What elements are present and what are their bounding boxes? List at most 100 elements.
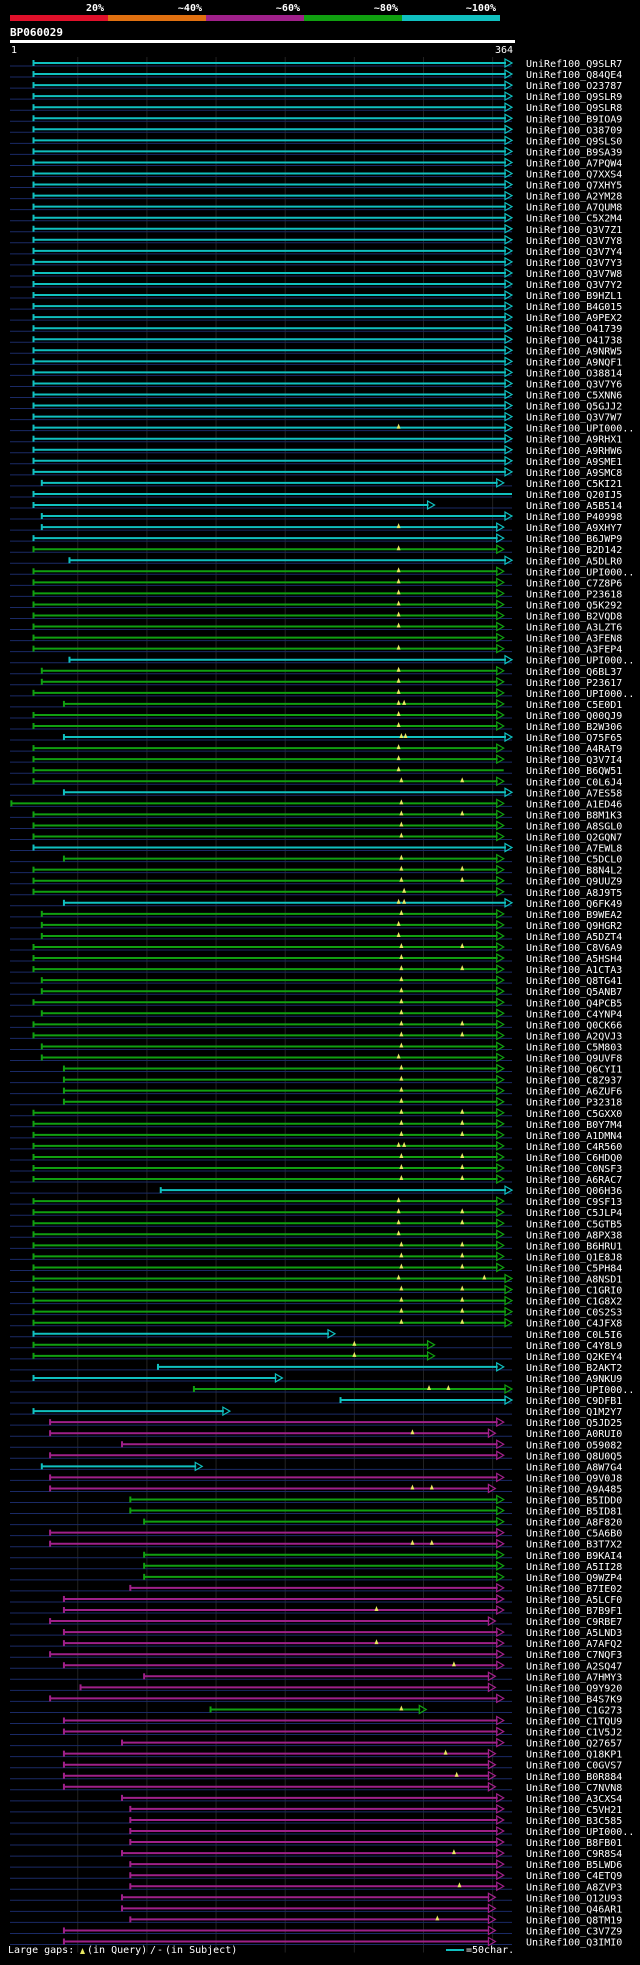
hit-label[interactable]: UniRef100_Q5K292 xyxy=(526,600,622,611)
hit-label[interactable]: UniRef100_C8Z937 xyxy=(526,1076,622,1087)
hit-label[interactable]: UniRef100_C6HDQ0 xyxy=(526,1153,622,1164)
hit-label[interactable]: UniRef100_B6JWP9 xyxy=(526,534,622,545)
hit-label[interactable]: UniRef100_A3CXS4 xyxy=(526,1794,622,1805)
hit-label[interactable]: UniRef100_Q9SLR8 xyxy=(526,103,622,114)
hit-label[interactable]: UniRef100_Q3V7Y2 xyxy=(526,280,622,291)
hit-label[interactable]: UniRef100_Q1M2Y7 xyxy=(526,1407,622,1418)
hit-label[interactable]: UniRef100_A8J9T5 xyxy=(526,888,622,899)
hit-label[interactable]: UniRef100_A0RUI0 xyxy=(526,1429,622,1440)
hit-label[interactable]: UniRef100_B5IDD0 xyxy=(526,1496,622,1507)
hit-label[interactable]: UniRef100_B4G015 xyxy=(526,302,622,313)
hit-label[interactable]: UniRef100_O41738 xyxy=(526,335,622,346)
hit-label[interactable]: UniRef100_B9WEA2 xyxy=(526,910,622,921)
hit-label[interactable]: UniRef100_O41739 xyxy=(526,324,622,335)
hit-label[interactable]: UniRef100_A9SMC8 xyxy=(526,468,622,479)
hit-label[interactable]: UniRef100_C5XNN6 xyxy=(526,391,622,402)
hit-label[interactable]: UniRef100_B2AKT2 xyxy=(526,1363,622,1374)
hit-label[interactable]: UniRef100_Q4PCB5 xyxy=(526,998,622,1009)
hit-label[interactable]: UniRef100_Q3V7Z1 xyxy=(526,225,622,236)
hit-label[interactable]: UniRef100_C0GVS7 xyxy=(526,1761,622,1772)
hit-label[interactable]: UniRef100_A9XHY7 xyxy=(526,523,622,534)
hit-label[interactable]: UniRef100_C9DFB1 xyxy=(526,1396,622,1407)
hit-label[interactable]: UniRef100_B2D142 xyxy=(526,545,622,556)
hit-label[interactable]: UniRef100_A3LZT6 xyxy=(526,623,622,634)
hit-label[interactable]: UniRef100_Q3V7W7 xyxy=(526,413,622,424)
hit-label[interactable]: UniRef100_Q5JD25 xyxy=(526,1418,622,1429)
hit-label[interactable]: UniRef100_C1G273 xyxy=(526,1705,622,1716)
hit-label[interactable]: UniRef100_A4RAT9 xyxy=(526,744,622,755)
hit-label[interactable]: UniRef100_A8W7G4 xyxy=(526,1462,622,1473)
hit-label[interactable]: UniRef100_C9R8S4 xyxy=(526,1849,622,1860)
hit-label[interactable]: UniRef100_Q0CK66 xyxy=(526,1020,622,1031)
hit-label[interactable]: UniRef100_A9NQF1 xyxy=(526,357,622,368)
hit-label[interactable]: UniRef100_A2QVJ3 xyxy=(526,1031,622,1042)
hit-label[interactable]: UniRef100_Q5ANB7 xyxy=(526,987,622,998)
hit-label[interactable]: UniRef100_B3T7X2 xyxy=(526,1540,622,1551)
hit-label[interactable]: UniRef100_A5LND3 xyxy=(526,1628,622,1639)
hit-label[interactable]: UniRef100_Q3V7Y8 xyxy=(526,236,622,247)
hit-label[interactable]: UniRef100_A2SQ47 xyxy=(526,1661,622,1672)
hit-label[interactable]: UniRef100_C5M803 xyxy=(526,1042,622,1053)
hit-label[interactable]: UniRef100_C3V7Z9 xyxy=(526,1926,622,1937)
hit-label[interactable]: UniRef100_C5KI21 xyxy=(526,479,622,490)
hit-label[interactable]: UniRef100_A7AFQ2 xyxy=(526,1639,622,1650)
hit-label[interactable]: UniRef100_Q18KP1 xyxy=(526,1750,622,1761)
hit-label[interactable]: UniRef100_P23617 xyxy=(526,678,622,689)
hit-label[interactable]: UniRef100_A3FEN8 xyxy=(526,634,622,645)
hit-label[interactable]: UniRef100_C4Y8L9 xyxy=(526,1341,622,1352)
hit-label[interactable]: UniRef100_C8V6A9 xyxy=(526,943,622,954)
hit-label[interactable]: UniRef100_Q5GJJ2 xyxy=(526,402,622,413)
hit-label[interactable]: UniRef100_Q9WZP4 xyxy=(526,1573,622,1584)
hit-label[interactable]: UniRef100_B2W306 xyxy=(526,722,622,733)
hit-label[interactable]: UniRef100_C5X2M4 xyxy=(526,214,622,225)
hit-label[interactable]: UniRef100_C7NQF3 xyxy=(526,1650,622,1661)
hit-label[interactable]: UniRef100_B6QW51 xyxy=(526,766,622,777)
hit-label[interactable]: UniRef100_O38709 xyxy=(526,125,622,136)
hit-label[interactable]: UniRef100_Q3V7Y4 xyxy=(526,247,622,258)
hit-label[interactable]: UniRef100_C9RBE7 xyxy=(526,1617,622,1628)
hit-label[interactable]: UniRef100_Q46AR1 xyxy=(526,1904,622,1915)
hit-label[interactable]: UniRef100_Q84QE4 xyxy=(526,70,622,81)
hit-label[interactable]: UniRef100_A6ZUF6 xyxy=(526,1087,622,1098)
hit-label[interactable]: UniRef100_P23618 xyxy=(526,589,622,600)
hit-label[interactable]: UniRef100_C5DCL0 xyxy=(526,855,622,866)
hit-label[interactable]: UniRef100_A5HSH4 xyxy=(526,954,622,965)
hit-label[interactable]: UniRef100_A8SGL0 xyxy=(526,821,622,832)
hit-label[interactable]: UniRef100_B5ID81 xyxy=(526,1507,622,1518)
hit-label[interactable]: UniRef100_A9RHX1 xyxy=(526,435,622,446)
hit-label[interactable]: UniRef100_Q3V7Y3 xyxy=(526,258,622,269)
hit-label[interactable]: UniRef100_A2YM28 xyxy=(526,192,622,203)
hit-label[interactable]: UniRef100_Q75F65 xyxy=(526,733,622,744)
hit-label[interactable]: UniRef100_Q12U93 xyxy=(526,1893,622,1904)
hit-label[interactable]: UniRef100_B9HZL1 xyxy=(526,291,622,302)
hit-label[interactable]: UniRef100_UPI000.. xyxy=(526,424,634,435)
hit-label[interactable]: UniRef100_B7IE02 xyxy=(526,1584,622,1595)
hit-label[interactable]: UniRef100_Q3IMI0 xyxy=(526,1938,622,1949)
hit-label[interactable]: UniRef100_B2VQD8 xyxy=(526,612,622,623)
hit-label[interactable]: UniRef100_A7PQW4 xyxy=(526,158,622,169)
hit-label[interactable]: UniRef100_A1ED46 xyxy=(526,799,622,810)
hit-label[interactable]: UniRef100_A9A485 xyxy=(526,1484,622,1495)
hit-label[interactable]: UniRef100_C1G8X2 xyxy=(526,1297,622,1308)
hit-label[interactable]: UniRef100_P40998 xyxy=(526,512,622,523)
hit-label[interactable]: UniRef100_A5II28 xyxy=(526,1562,622,1573)
hit-label[interactable]: UniRef100_C5GTB5 xyxy=(526,1219,622,1230)
hit-label[interactable]: UniRef100_C4R560 xyxy=(526,1142,622,1153)
hit-label[interactable]: UniRef100_UPI000.. xyxy=(526,567,634,578)
hit-label[interactable]: UniRef100_A7EWL8 xyxy=(526,844,622,855)
hit-label[interactable]: UniRef100_Q9SLS0 xyxy=(526,136,622,147)
hit-label[interactable]: UniRef100_Q06H36 xyxy=(526,1186,622,1197)
hit-label[interactable]: UniRef100_A9RHW6 xyxy=(526,446,622,457)
hit-label[interactable]: UniRef100_Q20IJ5 xyxy=(526,490,622,501)
hit-label[interactable]: UniRef100_P32318 xyxy=(526,1098,622,1109)
hit-label[interactable]: UniRef100_Q9UVF8 xyxy=(526,1054,622,1065)
hit-label[interactable]: UniRef100_B3C585 xyxy=(526,1816,622,1827)
hit-label[interactable]: UniRef100_UPI000.. xyxy=(526,1827,634,1838)
hit-label[interactable]: UniRef100_O23787 xyxy=(526,81,622,92)
hit-label[interactable]: UniRef100_UPI000.. xyxy=(526,689,634,700)
hit-label[interactable]: UniRef100_A5B514 xyxy=(526,501,622,512)
hit-label[interactable]: UniRef100_A7HMY3 xyxy=(526,1672,622,1683)
hit-label[interactable]: UniRef100_A8PX38 xyxy=(526,1230,622,1241)
hit-label[interactable]: UniRef100_C5VH21 xyxy=(526,1805,622,1816)
hit-label[interactable]: UniRef100_Q3V7I4 xyxy=(526,755,622,766)
